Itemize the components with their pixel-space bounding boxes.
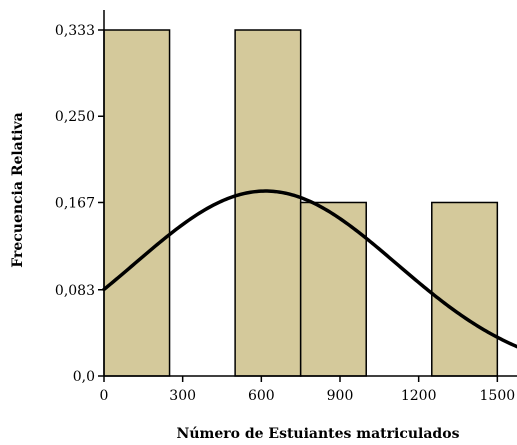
x-tick-label-5: 1500 [480, 388, 516, 404]
histogram-bar-0 [103, 29, 171, 377]
histogram-bar-5 [431, 201, 499, 377]
x-tick-label-2: 600 [248, 388, 275, 404]
x-tick-label-1: 300 [169, 388, 196, 404]
y-tick-label-0: 0,0 [73, 369, 95, 385]
x-ticks: 0 300 600 900 1200 1500 [100, 376, 516, 404]
y-ticks: 0,0 0,083 0,250 0,167 0,333 [55, 23, 104, 385]
x-tick-label-4: 1200 [401, 388, 437, 404]
y-tick-label-1: 0,083 [55, 283, 95, 299]
y-tick-label-2: 0,250 [55, 109, 95, 125]
y-tick-label-4: 0,333 [55, 23, 95, 39]
normal-curve [102, 189, 517, 349]
histogram-bar-2 [234, 29, 302, 377]
bars [103, 29, 499, 377]
x-tick-label-0: 0 [100, 388, 109, 404]
y-tick-label-3: 0,167 [55, 195, 95, 211]
y-axis-title: Frecuencia Relativa [10, 112, 26, 267]
x-tick-label-3: 900 [327, 388, 354, 404]
x-axis-title: Número de Estuiantes matriculados [177, 426, 460, 442]
